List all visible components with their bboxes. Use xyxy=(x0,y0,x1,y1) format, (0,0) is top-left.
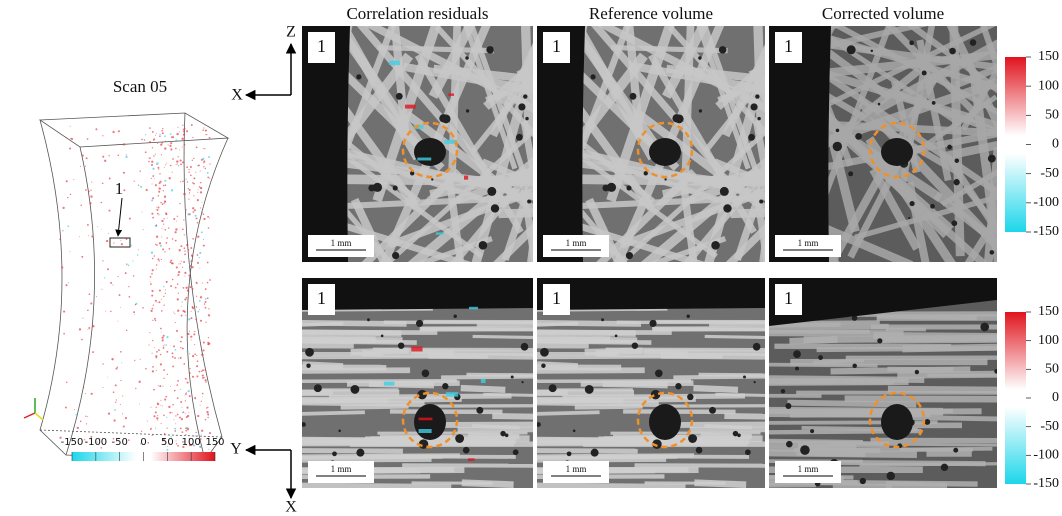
panel-marker: 1 xyxy=(552,288,561,308)
mini-axes xyxy=(23,398,44,421)
slice-panel: 1 1 mm xyxy=(537,278,765,488)
scale-box xyxy=(543,235,609,257)
slice-panel: 1 1 mm xyxy=(302,26,533,262)
marker-box xyxy=(543,32,570,63)
scale-label: 1 mm xyxy=(331,238,352,248)
highlight-circle xyxy=(636,391,694,449)
highlight-circle xyxy=(636,121,694,179)
colorbar-tick-label: 150 xyxy=(1038,304,1059,319)
slice-panel: 1 1 mm xyxy=(302,278,533,488)
colorbar xyxy=(1005,57,1026,232)
panel-marker: 1 xyxy=(317,288,326,308)
colorbar-tick-label: 150 xyxy=(205,437,224,448)
highlight-circle xyxy=(401,121,459,179)
colorbar-tick-label: 0 xyxy=(140,437,146,448)
slice-panel: 1 1 mm xyxy=(537,26,765,262)
axis-label: X xyxy=(285,499,297,516)
marker-box xyxy=(775,32,802,63)
colorbar-tick-label: 50 xyxy=(161,437,174,448)
volume-render xyxy=(38,112,230,461)
highlight-circle xyxy=(401,391,459,449)
colorbar-tick-label: 100 xyxy=(182,437,201,448)
colorbar-tick-label: -100 xyxy=(1033,195,1059,210)
panel-marker: 1 xyxy=(784,36,793,56)
colorbar-tick-label: -100 xyxy=(1033,448,1059,463)
marker-box xyxy=(775,284,802,315)
colorbar-tick-label: 100 xyxy=(1038,333,1059,348)
scale-box xyxy=(775,235,841,257)
column-header: Reference volume xyxy=(589,4,713,23)
highlight-circle xyxy=(868,391,926,449)
marker-box xyxy=(308,284,335,315)
panel-marker: 1 xyxy=(784,288,793,308)
colorbar-tick-label: 100 xyxy=(1038,78,1059,93)
scale-box xyxy=(308,461,374,483)
scale-box xyxy=(775,461,841,483)
colorbar-tick-label: -150 xyxy=(1033,476,1059,491)
axis-label: Z xyxy=(286,24,296,41)
axis-label: X xyxy=(231,87,243,104)
scan-title: Scan 05 xyxy=(113,77,167,96)
scale-label: 1 mm xyxy=(566,238,587,248)
column-header: Correlation residuals xyxy=(346,4,488,23)
scale-box xyxy=(308,235,374,257)
colorbar xyxy=(1005,312,1026,484)
volume-marker: 1 xyxy=(115,179,124,198)
colorbar-tick-label: 150 xyxy=(1038,49,1059,64)
colorbar-tick-label: -150 xyxy=(1033,224,1059,239)
marker-box xyxy=(308,32,335,63)
arrow xyxy=(115,197,123,237)
colorbar-tick-label: 0 xyxy=(1052,390,1059,405)
axis-arrows xyxy=(244,42,297,500)
colorbar-tick-label: -50 xyxy=(1040,166,1059,181)
colorbar-tick-label: -50 xyxy=(1040,419,1059,434)
scale-label: 1 mm xyxy=(798,238,819,248)
colorbar-tick-label: -100 xyxy=(84,437,107,448)
panel-marker: 1 xyxy=(317,36,326,56)
scale-label: 1 mm xyxy=(331,464,352,474)
colorbar-tick-label: -50 xyxy=(111,437,127,448)
colorbar-tick-label: 50 xyxy=(1045,362,1059,377)
slice-panel: 1 1 mm xyxy=(769,26,997,262)
colorbar-tick-label: 0 xyxy=(1052,137,1059,152)
scale-label: 1 mm xyxy=(566,464,587,474)
colorbar-tick-label: 50 xyxy=(1045,108,1059,123)
column-header: Corrected volume xyxy=(822,4,944,23)
axis-label: Y xyxy=(230,441,242,458)
marker-box xyxy=(543,284,570,315)
residual-dots xyxy=(59,124,212,451)
scale-label: 1 mm xyxy=(798,464,819,474)
scale-box xyxy=(543,461,609,483)
slice-panel: 1 1 mm xyxy=(769,278,997,488)
colorbar-tick-label: -150 xyxy=(61,437,84,448)
panel-marker: 1 xyxy=(552,36,561,56)
highlight-circle xyxy=(868,121,926,179)
